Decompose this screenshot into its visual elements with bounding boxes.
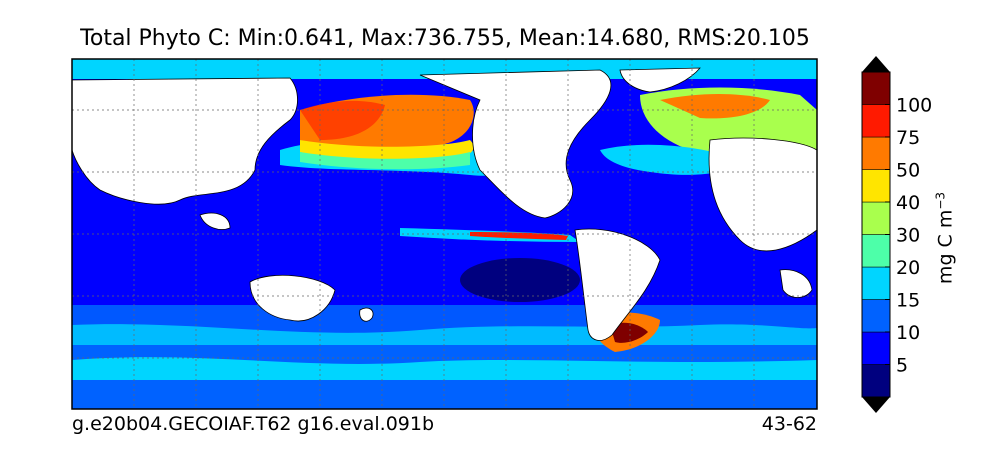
footer-right-label: 43-62 (761, 413, 817, 435)
land (72, 67, 817, 341)
colorbar-swatch (861, 364, 891, 398)
colorbar-tick-label: 40 (896, 192, 920, 214)
colorbar-tick-label: 30 (896, 225, 920, 247)
colorbar-unit-label: mg C m−3 (933, 192, 956, 284)
north-pacific-yellow (300, 140, 474, 161)
colorbar-swatch (861, 234, 891, 268)
colorbar-swatch (861, 266, 891, 300)
colorbar-tick-label: 50 (896, 160, 920, 182)
north-atlantic-orange (660, 94, 770, 119)
colorbar-swatch (861, 136, 891, 170)
north-pacific-red (300, 100, 385, 140)
colorbar-extend-min (862, 397, 890, 413)
colorbar-swatch (861, 104, 891, 138)
colorbar: 5 10 15 20 30 40 50 75 100 (861, 56, 932, 413)
colorbar-unit-exponent: −3 (933, 191, 948, 210)
grid (72, 59, 817, 409)
colorbar-tick-label: 5 (896, 355, 908, 377)
colorbar-swatch (861, 71, 891, 105)
colorbar-swatch (861, 169, 891, 203)
map-frame (71, 58, 818, 410)
colorbar-tick-label: 10 (896, 322, 920, 344)
colorbar-tick-label: 75 (896, 127, 920, 149)
north-atlantic-cyan (600, 144, 740, 175)
colorbar-tick-label: 100 (896, 95, 932, 117)
chart-title: Total Phyto C: Min:0.641, Max:736.755, M… (80, 26, 810, 51)
colorbar-tick-label: 15 (896, 290, 920, 312)
north-pacific-green (300, 152, 470, 170)
colorbar-swatch (861, 331, 891, 365)
footer-left-label: g.e20b04.GECOIAF.T62 g16.eval.091b (72, 413, 435, 435)
colorbar-extend-max (862, 56, 890, 72)
colorbar-swatch (861, 201, 891, 235)
colorbar-unit-text: mg C m (934, 209, 957, 285)
gyre-low-pacific (460, 258, 580, 302)
ocean-field (72, 59, 817, 409)
patagonian-shelf-max (610, 322, 648, 343)
colorbar-tick-label: 20 (896, 257, 920, 279)
colorbar-swatch (861, 299, 891, 333)
